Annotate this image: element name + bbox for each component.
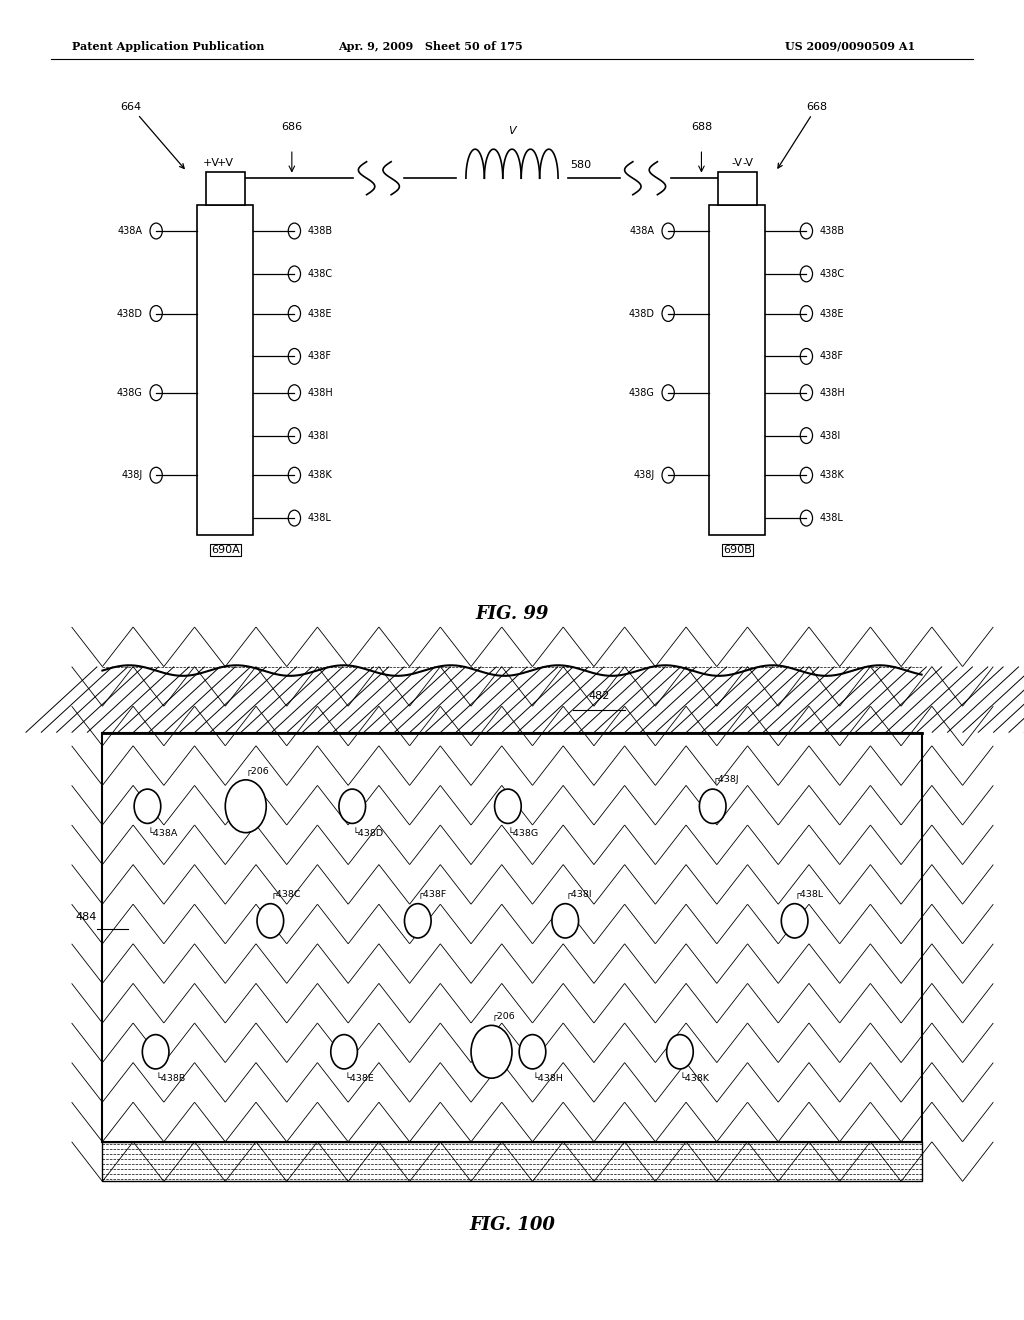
Text: Apr. 9, 2009   Sheet 50 of 175: Apr. 9, 2009 Sheet 50 of 175: [338, 41, 522, 51]
Text: 438E: 438E: [307, 309, 332, 318]
Text: ┌438I: ┌438I: [565, 890, 592, 899]
Circle shape: [404, 904, 431, 939]
Text: ┌206: ┌206: [492, 1011, 515, 1020]
Text: 580: 580: [570, 160, 592, 170]
Text: 686: 686: [282, 121, 302, 132]
Text: └438E: └438E: [344, 1074, 374, 1084]
Text: ┌438C: ┌438C: [270, 890, 301, 899]
Text: 438C: 438C: [307, 269, 333, 279]
Text: 438K: 438K: [307, 470, 333, 480]
Text: 690A: 690A: [211, 545, 240, 556]
Text: +V: +V: [217, 157, 233, 168]
Polygon shape: [718, 172, 757, 205]
Text: 438L: 438L: [307, 513, 332, 523]
Text: V: V: [508, 125, 516, 136]
Text: 438F: 438F: [307, 351, 332, 362]
Circle shape: [519, 1035, 546, 1069]
Text: ┌438F: ┌438F: [418, 890, 447, 899]
Text: 482: 482: [589, 692, 609, 701]
Text: FIG. 99: FIG. 99: [475, 605, 549, 623]
Circle shape: [667, 1035, 693, 1069]
Circle shape: [142, 1035, 169, 1069]
Circle shape: [257, 904, 284, 939]
Text: 664: 664: [121, 102, 184, 169]
Text: 438G: 438G: [629, 388, 655, 397]
Text: ┌438J: ┌438J: [713, 775, 739, 784]
Text: 438G: 438G: [117, 388, 142, 397]
Text: └438D: └438D: [352, 829, 383, 838]
Text: 438I: 438I: [307, 430, 329, 441]
Polygon shape: [206, 172, 245, 205]
Text: Patent Application Publication: Patent Application Publication: [72, 41, 264, 51]
Text: 438B: 438B: [819, 226, 845, 236]
Text: FIG. 100: FIG. 100: [469, 1216, 555, 1234]
Text: 688: 688: [691, 121, 712, 132]
Circle shape: [552, 904, 579, 939]
Text: 438K: 438K: [819, 470, 845, 480]
Bar: [102, 733, 922, 1142]
Circle shape: [134, 789, 161, 824]
Text: 438H: 438H: [307, 388, 334, 397]
Circle shape: [699, 789, 726, 824]
Bar: [102, 667, 922, 733]
Circle shape: [781, 904, 808, 939]
Text: 438A: 438A: [630, 226, 655, 236]
Bar: [102, 1142, 922, 1181]
Text: 438D: 438D: [117, 309, 142, 318]
Text: 438D: 438D: [629, 309, 655, 318]
Text: -V: -V: [732, 157, 742, 168]
Text: 438F: 438F: [819, 351, 844, 362]
Text: └438K: └438K: [680, 1074, 710, 1084]
Text: 438A: 438A: [118, 226, 142, 236]
Circle shape: [495, 789, 521, 824]
Text: 438J: 438J: [122, 470, 142, 480]
Text: ┌438L: ┌438L: [795, 890, 823, 899]
Text: 438J: 438J: [634, 470, 655, 480]
Circle shape: [471, 1026, 512, 1078]
Text: 438H: 438H: [819, 388, 846, 397]
Text: ┌206: ┌206: [246, 766, 269, 775]
Text: US 2009/0090509 A1: US 2009/0090509 A1: [784, 41, 915, 51]
Circle shape: [339, 789, 366, 824]
Text: 438E: 438E: [819, 309, 844, 318]
Text: 690B: 690B: [723, 545, 752, 556]
Text: 484: 484: [76, 912, 97, 921]
Text: -V: -V: [742, 157, 754, 168]
Text: └438A: └438A: [147, 829, 178, 838]
Text: 438I: 438I: [819, 430, 841, 441]
Bar: [102, 733, 922, 1142]
Circle shape: [225, 780, 266, 833]
Text: 438L: 438L: [819, 513, 844, 523]
Text: └438H: └438H: [532, 1074, 563, 1084]
Text: └438B: └438B: [156, 1074, 186, 1084]
Text: +V: +V: [203, 157, 220, 168]
Circle shape: [331, 1035, 357, 1069]
Text: 438C: 438C: [819, 269, 845, 279]
Text: 668: 668: [778, 102, 827, 168]
Text: └438G: └438G: [508, 829, 539, 838]
Text: 438B: 438B: [307, 226, 333, 236]
